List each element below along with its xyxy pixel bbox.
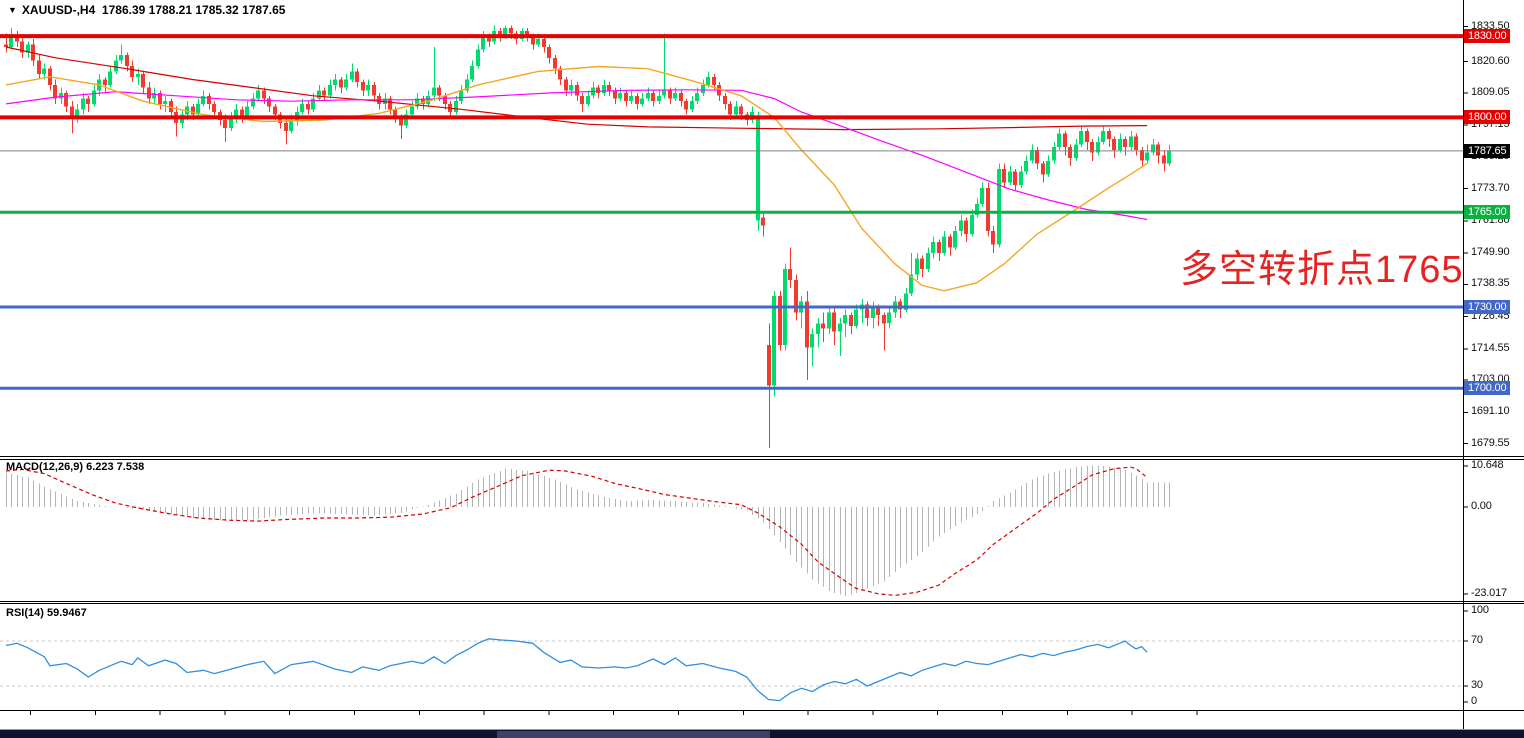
symbol-dropdown-icon[interactable]: ▼	[8, 5, 17, 15]
taskbar-strip	[0, 729, 1524, 738]
macd-indicator-label: MACD(12,26,9) 6.223 7.538	[6, 461, 145, 473]
price-axis-label: 1714.55	[1471, 341, 1510, 354]
rsi-axis-label: 0	[1471, 695, 1477, 707]
price-axis-label: 1833.50	[1471, 19, 1510, 32]
price-axis-label: 1809.05	[1471, 85, 1510, 98]
ma-orange	[5, 65, 1148, 292]
level-price-badge: 1730.00	[1464, 300, 1511, 315]
current-price-badge: 1787.65	[1464, 143, 1511, 158]
chart-title: ▼ XAUUSD-,H4 1786.39 1788.21 1785.32 1787…	[8, 3, 285, 17]
level-price-badge: 1765.00	[1464, 205, 1511, 220]
candlesticks	[4, 25, 1171, 448]
macd-histogram	[6, 465, 1170, 597]
price-axis-label: 1679.55	[1471, 436, 1510, 449]
macd-signal-line	[5, 466, 1148, 597]
ma-magenta	[5, 89, 1148, 221]
price-axis-label: 1749.90	[1471, 246, 1510, 259]
level-price-badge: 1830.00	[1464, 29, 1511, 44]
rsi-axis-label: 70	[1471, 634, 1483, 646]
price-axis[interactable]: 1833.501820.601809.051797.151785.251773.…	[1463, 0, 1524, 729]
macd-axis-label: -23.017	[1471, 587, 1507, 599]
rsi-axis-label: 30	[1471, 679, 1483, 691]
price-axis-label: 1820.60	[1471, 54, 1510, 67]
chart-text-annotation: 多空转折点1765	[1180, 249, 1464, 291]
price-axis-label: 1773.70	[1471, 181, 1510, 194]
level-price-badge: 1800.00	[1464, 110, 1511, 125]
taskbar-segment	[497, 731, 770, 738]
price-axis-label: 1691.10	[1471, 405, 1510, 418]
price-axis-label: 1738.35	[1471, 277, 1510, 290]
chart-title-text: XAUUSD-,H4 1786.39 1788.21 1785.32 1787.…	[21, 3, 286, 17]
time-axis[interactable]: 15 Jul 202118 Jul 23:0020 Jul 04:0021 Ju…	[0, 711, 1524, 729]
rsi-axis-label: 100	[1471, 604, 1489, 616]
level-price-badge: 1700.00	[1464, 381, 1511, 396]
macd-axis-label: 0.00	[1471, 500, 1492, 512]
rsi-indicator-label: RSI(14) 59.9467	[6, 607, 87, 619]
macd-axis-label: 10.648	[1471, 459, 1504, 471]
rsi-line	[5, 638, 1148, 702]
